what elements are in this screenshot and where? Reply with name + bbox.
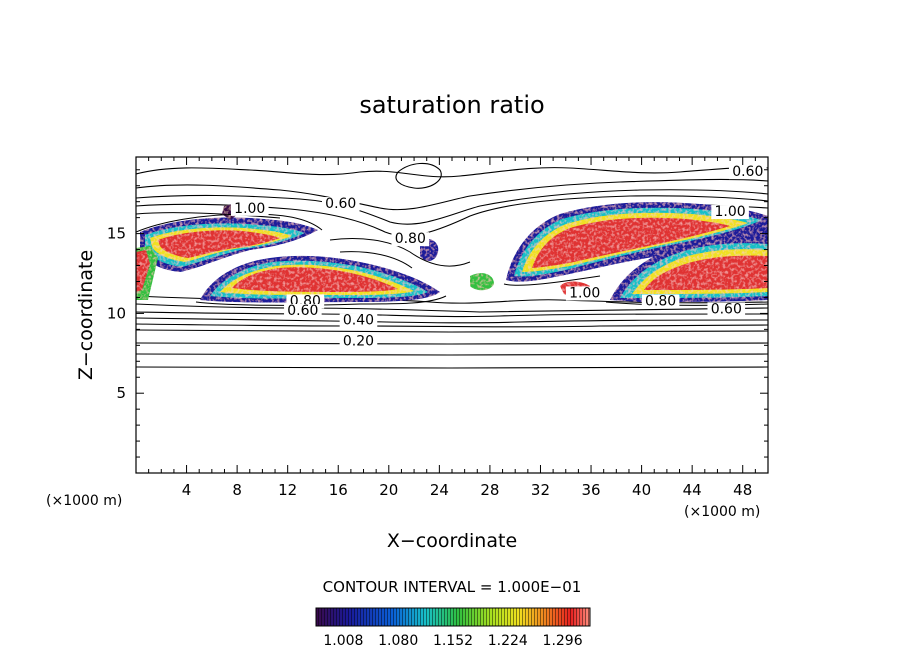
x-tick-label: 28 [480, 481, 499, 499]
y-tick-label: 5 [116, 384, 126, 402]
contour-label-bg [641, 294, 680, 309]
contour-label: 0.40 [343, 313, 374, 329]
contour-label-bg [230, 201, 269, 216]
contour-label: 0.60 [711, 301, 742, 317]
y-tick-labels: 5 10 15 [107, 225, 126, 403]
x-tick-label: 24 [430, 481, 449, 499]
x-tick-label: 44 [683, 481, 702, 499]
contour-label: 0.60 [325, 196, 356, 212]
colorbar [315, 607, 591, 627]
contour-label-bg [321, 197, 360, 212]
x-tick-label: 36 [581, 481, 600, 499]
contour-label: 1.00 [234, 201, 265, 217]
x-tick-label: 4 [182, 481, 192, 499]
colorbar-tick-label: 1.080 [378, 633, 418, 649]
x-tick-label: 40 [632, 481, 651, 499]
chart-title: saturation ratio [359, 91, 544, 119]
x-tick-label: 12 [278, 481, 297, 499]
contour-label: 0.60 [732, 164, 763, 180]
x-unit-label: (×1000 m) [684, 504, 760, 520]
y-tick-label: 10 [107, 304, 126, 322]
contour-label: 0.60 [287, 303, 318, 319]
x-tick-label: 32 [531, 481, 550, 499]
y-axis-label: Z−coordinate [75, 250, 97, 380]
x-tick-label: 48 [733, 481, 752, 499]
colorbar-frame [315, 607, 591, 627]
contour-label: 1.00 [569, 285, 600, 301]
contour-label-bg [339, 334, 378, 349]
colorbar-tick-label: 1.296 [543, 633, 583, 649]
colorbar-tick-label: 1.008 [323, 633, 363, 649]
contour-label-bg [728, 165, 767, 180]
x-tick-label: 8 [232, 481, 242, 499]
x-tick-labels: 4 8 12 16 20 24 28 32 36 40 44 48 [182, 481, 752, 499]
colorbar-tick-label: 1.224 [488, 633, 528, 649]
contour-label: 0.80 [395, 231, 426, 247]
contour-label-bg [391, 232, 430, 247]
colorbar-tick-labels: 1.008 1.080 1.152 1.224 1.296 [323, 633, 582, 649]
contour-label-bg [711, 205, 749, 220]
x-tick-label: 16 [329, 481, 348, 499]
colorbar-hatch [316, 608, 590, 626]
contour-label-bg [565, 286, 604, 301]
contour-interval-text: CONTOUR INTERVAL = 1.000E−01 [323, 578, 582, 596]
contour-label: 0.20 [343, 333, 374, 349]
colorbar-tick-label: 1.152 [433, 633, 473, 649]
contour-label-bg [707, 302, 746, 317]
axis-ticks [136, 157, 768, 473]
contour-label: 1.00 [714, 204, 745, 220]
contour-label: 0.80 [645, 293, 676, 309]
saturation-field [136, 162, 768, 369]
contour-label-bg [284, 304, 322, 318]
y-tick-label: 15 [107, 225, 126, 243]
x-axis-label: X−coordinate [387, 530, 517, 552]
z-unit-label: (×1000 m) [46, 493, 122, 509]
x-tick-label: 20 [379, 481, 398, 499]
contour-label-bg [339, 313, 378, 328]
contour-labels: 0.600.601.00 1.000.801.00 0.800.800.60 0.60… [230, 164, 767, 349]
